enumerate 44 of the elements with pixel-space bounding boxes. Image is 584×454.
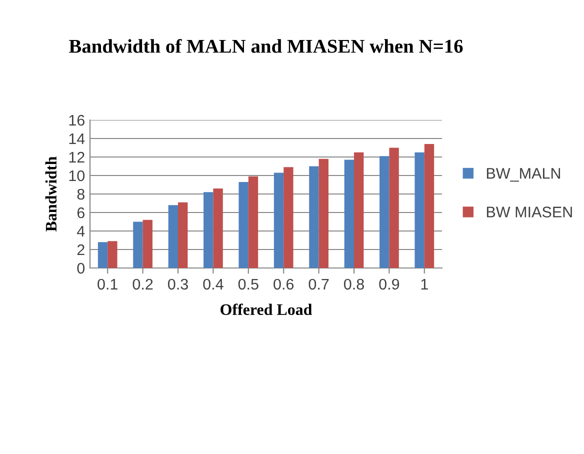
legend-label: BW MIASEN [486, 206, 572, 218]
bar [133, 222, 143, 268]
y-axis-title: Bandwidth [45, 156, 57, 232]
bar [238, 182, 248, 268]
bar [318, 158, 328, 268]
bar [204, 192, 214, 268]
bar [98, 242, 108, 268]
bar [142, 220, 152, 268]
bar [108, 241, 118, 268]
bar [380, 156, 390, 268]
bar [284, 167, 294, 268]
y-tick-label: 2 [77, 244, 84, 256]
bar [274, 172, 284, 268]
bar [213, 188, 223, 268]
y-tick-label: 8 [77, 188, 84, 200]
bar [344, 160, 354, 268]
chart-title: Bandwidth of MALN and MIASEN when N=16 [69, 38, 463, 53]
bar [309, 166, 319, 268]
x-tick-label: 0.9 [379, 278, 400, 290]
y-tick-label: 6 [77, 207, 84, 218]
bar [178, 202, 188, 268]
bar [168, 205, 178, 268]
y-tick-label: 10 [69, 170, 85, 182]
x-tick-label: 0.1 [98, 278, 118, 290]
x-tick-label: 0.4 [203, 278, 224, 290]
bar [354, 152, 364, 268]
x-tick-label: 1 [421, 278, 428, 290]
y-tick-label: 4 [76, 226, 85, 237]
x-tick-label: 0.7 [308, 278, 329, 290]
x-tick-label: 0.6 [274, 278, 294, 290]
x-tick-label: 0.5 [238, 278, 258, 290]
x-tick-label: 0.2 [132, 278, 153, 290]
y-tick-label: 12 [69, 152, 84, 163]
y-tick-label: 16 [69, 114, 84, 126]
y-tick-label: 14 [69, 134, 85, 144]
y-tick-label: 0 [77, 262, 85, 274]
bar [389, 148, 399, 268]
x-tick-label: 0.3 [168, 278, 188, 290]
bar [414, 152, 424, 268]
legend-label: BW_MALN [486, 168, 560, 182]
x-tick-label: 0.8 [344, 278, 364, 290]
x-axis-title: Offered Load [220, 304, 312, 316]
bar [248, 176, 258, 268]
bar [424, 144, 434, 268]
